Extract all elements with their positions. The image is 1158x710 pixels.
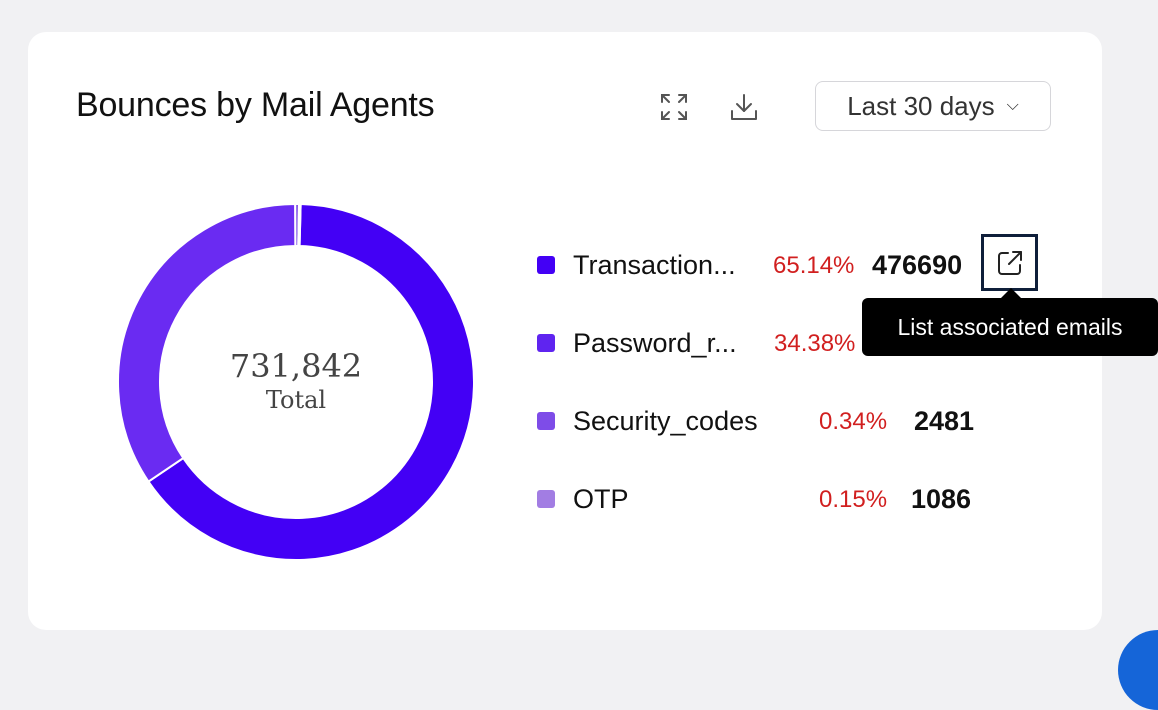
legend-percent: 65.14% [773,252,855,279]
expand-button[interactable] [652,85,696,129]
legend-swatch [537,412,555,430]
donut-slice-password-r[interactable] [117,202,297,483]
date-range-select[interactable]: Last 30 days ⌵ [815,81,1051,131]
donut-slice-transaction[interactable] [147,203,475,561]
donut-chart [117,202,475,561]
legend-label[interactable]: Security_codes [573,406,758,436]
legend-value: 2481 [914,406,975,436]
total-value: 731,842 [229,347,363,385]
legend-percent: 34.38% [774,330,856,357]
total-label: Total [265,386,327,414]
legend-item-password-reset: Password_r... 34.38% [537,323,857,363]
help-launcher-button[interactable] [1118,630,1158,710]
legend-percent: 0.15% [819,486,888,513]
tooltip: List associated emails [862,298,1158,356]
legend-swatch [537,256,555,274]
widget-title: Bounces by Mail Agents [76,86,435,124]
download-button[interactable] [722,85,766,129]
legend-value: 1086 [911,484,972,514]
legend-swatch [537,334,555,352]
expand-icon [661,94,687,120]
legend-label[interactable]: OTP [573,484,629,514]
legend-value: 476690 [872,250,963,280]
donut-slice-otp[interactable] [297,203,302,248]
legend-item-otp: OTP 0.15% 1086 [537,479,997,519]
legend-label[interactable]: Transaction... [573,250,736,280]
tooltip-arrow [1001,288,1021,298]
date-range-label: Last 30 days [847,90,995,121]
external-link-icon [997,250,1022,275]
chevron-down-icon: ⌵ [1006,97,1019,114]
download-icon [731,94,757,120]
legend-item-security-codes: Security_codes 0.34% 2481 [537,401,997,441]
legend-swatch [537,490,555,508]
donut-center-text: 731,842 Total [117,347,475,415]
legend-label[interactable]: Password_r... [573,328,737,358]
legend-item-transaction: Transaction... 65.14% 476690 [537,245,997,285]
legend-percent: 0.34% [819,408,888,435]
list-associated-emails-button[interactable] [981,234,1038,291]
